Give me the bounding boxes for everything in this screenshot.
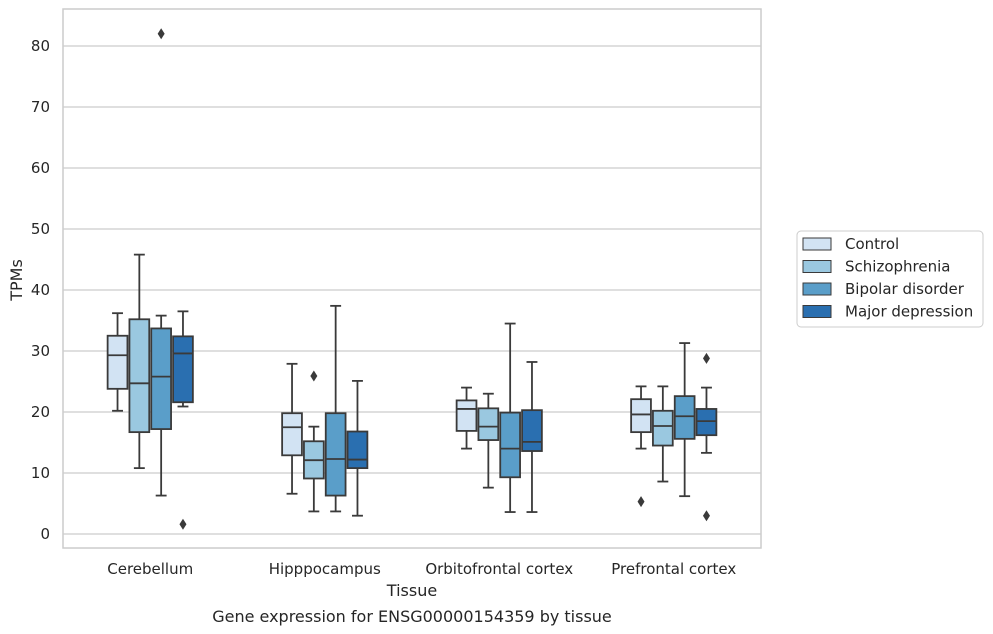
box-iqr (652, 409, 674, 447)
box-major-depression (172, 310, 194, 530)
y-tick-label: 0 (40, 525, 50, 543)
box-schizophrenia (652, 385, 674, 483)
legend: Control Schizophrenia Bipolar disorder Majo… (796, 230, 984, 328)
legend-swatch (802, 260, 832, 273)
x-tick-label: Cerebellum (107, 560, 193, 578)
box-major-depression (695, 352, 718, 522)
outlier-point (637, 496, 645, 508)
x-axis-label: Tissue (386, 581, 437, 600)
box-series (106, 28, 718, 530)
box-iqr (324, 412, 347, 497)
y-tick-label: 10 (31, 464, 50, 482)
legend-swatch (802, 282, 832, 296)
box-iqr (281, 412, 303, 457)
box-iqr (172, 335, 194, 404)
plot-frame (62, 8, 762, 549)
box-bipolar-disorder (150, 28, 172, 497)
y-tick-label: 70 (31, 98, 50, 116)
box-control (281, 362, 303, 495)
box-control (630, 385, 652, 508)
box-control (455, 386, 478, 450)
x-tick-label: Hipppocampus (269, 560, 381, 578)
box-bipolar-disorder (673, 342, 696, 498)
box-schizophrenia (128, 253, 151, 470)
y-tick-label: 50 (31, 220, 50, 238)
box-bipolar-disorder (499, 322, 521, 513)
box-major-depression (346, 379, 369, 517)
legend-swatch (802, 305, 832, 318)
box-iqr (128, 318, 151, 434)
box-bipolar-disorder (324, 304, 347, 513)
y-tick-label: 80 (31, 37, 50, 55)
box-iqr (150, 327, 172, 430)
legend-frame (796, 230, 984, 328)
box-schizophrenia (303, 370, 325, 513)
legend-entry: Major depression (845, 303, 973, 321)
box-iqr (673, 395, 696, 440)
box-major-depression (521, 361, 543, 513)
x-tick-label: Orbitofrontal cortex (425, 560, 573, 578)
box-iqr (521, 409, 543, 452)
box-iqr (106, 334, 129, 390)
y-axis-ticks: 0 10 20 30 40 50 60 70 80 (31, 37, 50, 543)
box-iqr (695, 408, 718, 437)
outlier-point (310, 370, 318, 382)
box-schizophrenia (477, 392, 500, 489)
y-tick-label: 30 (31, 342, 50, 360)
outlier-point (157, 28, 165, 40)
outlier-point (179, 518, 187, 530)
chart-caption: Gene expression for ENSG00000154359 by t… (212, 607, 612, 626)
legend-entry: Bipolar disorder (845, 280, 965, 298)
box-iqr (499, 411, 521, 479)
outlier-point (702, 510, 710, 522)
y-tick-label: 60 (31, 159, 50, 177)
x-axis-ticks: Cerebellum Hipppocampus Orbitofrontal cort… (107, 560, 736, 578)
y-tick-label: 40 (31, 281, 50, 299)
box-iqr (455, 399, 478, 432)
box-iqr (477, 407, 500, 441)
box-control (106, 312, 129, 412)
y-axis-label: TPMs (7, 259, 26, 302)
x-tick-label: Prefrontal cortex (611, 560, 736, 578)
y-tick-label: 20 (31, 403, 50, 421)
box-iqr (630, 398, 652, 434)
outlier-point (702, 352, 710, 364)
legend-entry: Control (845, 235, 899, 253)
legend-swatch (802, 237, 832, 251)
box-iqr (346, 430, 369, 470)
legend-entry: Schizophrenia (845, 258, 950, 276)
